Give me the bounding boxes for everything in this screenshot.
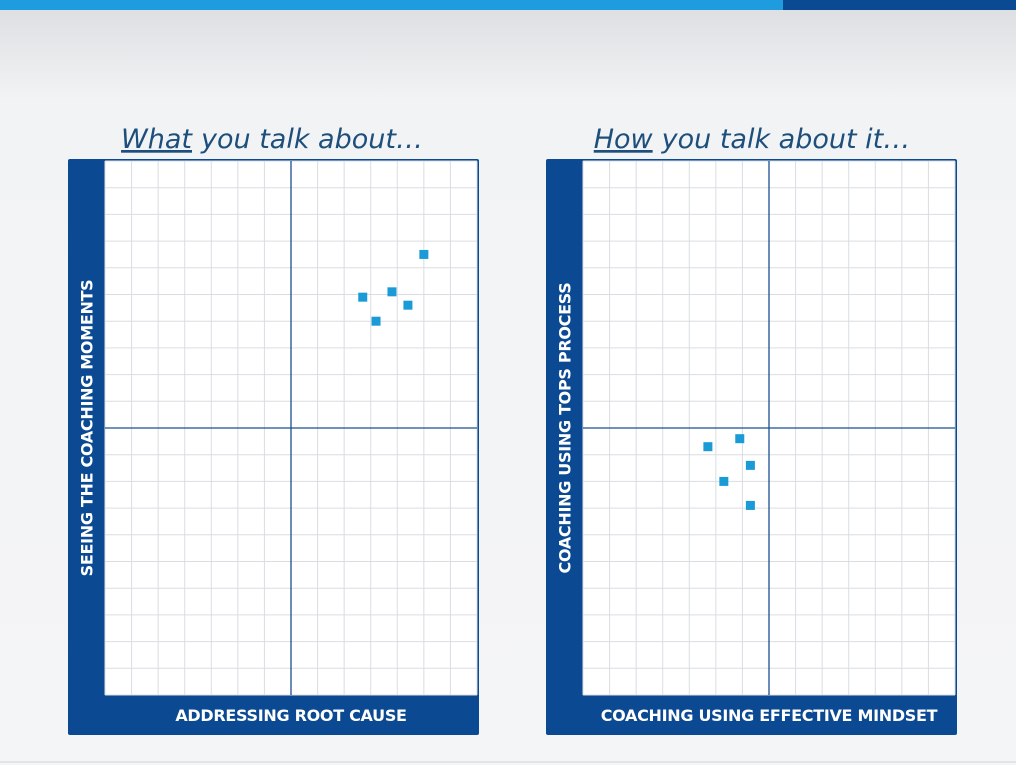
top-bar: [0, 0, 783, 10]
point: [403, 300, 413, 310]
title-text: you talk about…: [200, 124, 423, 155]
point: [358, 292, 368, 302]
point: [735, 434, 745, 444]
chart-title: How you talk about it…: [594, 124, 911, 155]
point: [745, 460, 755, 470]
title-text: you talk about it…: [661, 124, 911, 155]
x-axis-label: COACHING USING EFFECTIVE MINDSET: [601, 706, 938, 725]
x-axis-label: ADDRESSING ROOT CAUSE: [175, 706, 406, 725]
point: [371, 316, 381, 326]
point: [387, 287, 397, 297]
point: [703, 442, 713, 452]
point: [745, 500, 755, 510]
chart: What you talk about… ADDRESSING ROOT CAUSE…: [68, 124, 479, 735]
point: [719, 476, 729, 486]
y-axis-label: SEEING THE COACHING MOMENTS: [78, 280, 97, 577]
title-emphasis: What: [121, 124, 193, 155]
title-emphasis: How: [594, 124, 654, 155]
chart: How you talk about it… COACHING USING EFFE…: [546, 124, 957, 735]
point: [419, 249, 429, 259]
y-axis-label: COACHING USING TOPS PROCESS: [556, 283, 575, 574]
top-bar-dark: [783, 0, 1016, 10]
chart-title: What you talk about…: [121, 124, 423, 155]
